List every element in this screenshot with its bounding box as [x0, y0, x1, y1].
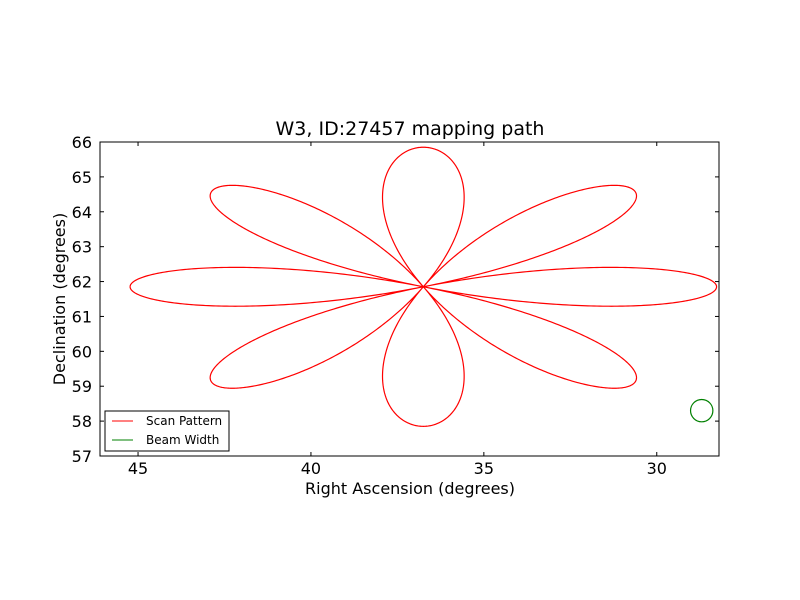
- series-layer: [129, 146, 718, 427]
- y-tick-label: 61: [72, 307, 92, 326]
- beam-width-circle: [689, 398, 714, 423]
- legend-label-scan-pattern: Scan Pattern: [146, 414, 222, 428]
- x-tick-label: 40: [301, 459, 321, 478]
- plot-axes: 45 40 35 30 57 58 59 60 61 62 63 64 65 66: [72, 133, 720, 478]
- y-tick-label: 66: [72, 133, 92, 152]
- x-axis-label: Right Ascension (degrees): [305, 479, 515, 498]
- y-axis-label: Declination (degrees): [50, 213, 69, 385]
- chart-title: W3, ID:27457 mapping path: [276, 118, 545, 140]
- x-tick-label: 45: [128, 459, 148, 478]
- y-tick-label: 65: [72, 168, 92, 187]
- y-tick-label: 57: [72, 447, 92, 466]
- ticks-layer: 45 40 35 30 57 58 59 60 61 62 63 64 65 66: [72, 133, 719, 478]
- plot-area: [100, 142, 719, 456]
- y-tick-label: 59: [72, 377, 92, 396]
- x-tick-label: 30: [647, 459, 667, 478]
- y-tick-label: 63: [72, 238, 92, 257]
- y-tick-label: 62: [72, 273, 92, 292]
- legend: Scan Pattern Beam Width: [104, 410, 230, 452]
- scan-pattern-line: [129, 146, 718, 427]
- x-tick-label: 35: [474, 459, 494, 478]
- legend-frame: [104, 410, 230, 452]
- plot-frame: [99, 141, 720, 457]
- legend-label-beam-width: Beam Width: [146, 433, 219, 447]
- y-tick-label: 60: [72, 342, 92, 361]
- y-tick-label: 64: [72, 203, 92, 222]
- y-tick-label: 58: [72, 412, 92, 431]
